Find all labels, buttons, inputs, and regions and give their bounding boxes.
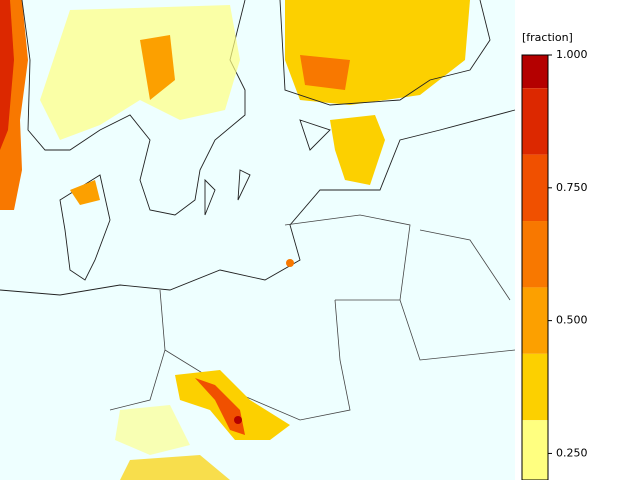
coastline (59, 174, 111, 281)
coastline (204, 119, 331, 216)
snow-area (120, 455, 230, 480)
snow-area (70, 180, 100, 205)
colorbar-band (522, 420, 548, 480)
map (0, 0, 516, 480)
colorbar-band (522, 287, 548, 354)
snow-area (0, 0, 14, 150)
border (109, 214, 516, 421)
colorbar-tick-label: 0.250 (556, 446, 588, 459)
colorbar-title: [fraction] (522, 31, 573, 44)
colorbar-band (522, 55, 548, 89)
snow-area (115, 405, 190, 455)
snow-area (40, 5, 240, 140)
colorbar-band (522, 221, 548, 288)
colorbar-tick-label: 0.750 (556, 181, 588, 194)
colorbar-band (522, 88, 548, 155)
snow-area (300, 55, 350, 90)
colorbar-frame (521, 54, 549, 480)
colorbar-tick-label: 0.500 (556, 314, 588, 327)
colorbar-tick-label: 1.000 (556, 48, 588, 61)
coastline (0, 109, 516, 296)
colorbar-band (522, 353, 548, 421)
snow-area (140, 35, 175, 100)
coastline (279, 0, 491, 106)
coastline (21, 0, 246, 216)
snow-area (330, 115, 385, 185)
snow-area (195, 378, 245, 435)
snow-area (234, 416, 242, 424)
colorbar-band (522, 154, 548, 222)
snow-area (286, 259, 294, 267)
